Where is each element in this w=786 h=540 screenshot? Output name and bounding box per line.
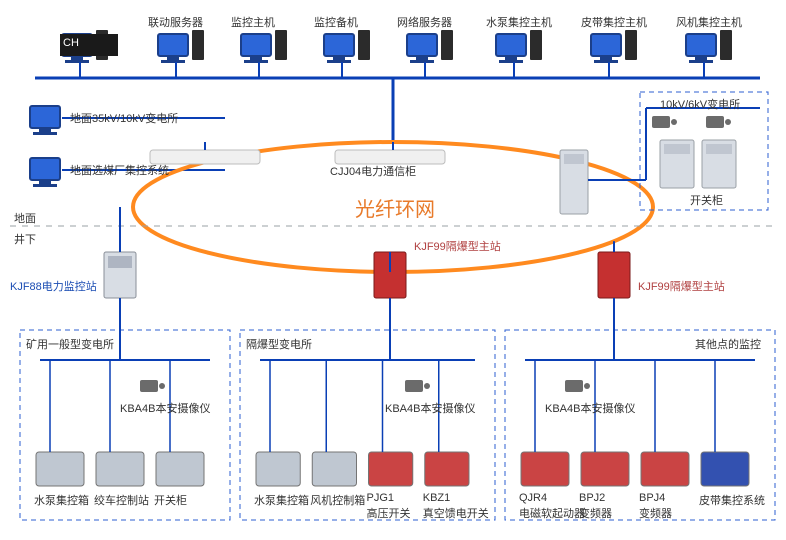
station-0: KJF88电力监控站 <box>10 278 97 294</box>
item-1-1-0: 风机控制箱 <box>310 492 365 508</box>
item-1-2-0: PJG1 <box>367 492 395 504</box>
item-2-2-0: BPJ4 <box>639 492 665 504</box>
item-0-0-0: 水泵集控箱 <box>34 492 89 508</box>
top-host-5: 水泵集控主机 <box>486 14 552 30</box>
area-surface: 地面 <box>14 210 36 226</box>
left-host-0: 地面35kV/10kV变电所 <box>70 110 178 126</box>
camera-lbl-1: KBA4B本安摄像仪 <box>385 400 475 416</box>
station-1: KJF99隔爆型主站 <box>414 238 501 254</box>
item-1-2-1: 高压开关 <box>367 505 411 521</box>
group-title-0: 矿用一般型变电所 <box>26 336 114 352</box>
item-1-0-0: 水泵集控箱 <box>254 492 309 508</box>
right-sub-cabinet: 开关柜 <box>690 192 723 208</box>
camera-lbl-0: KBA4B本安摄像仪 <box>120 400 210 416</box>
badge-ch: CH <box>63 37 79 49</box>
top-host-6: 皮带集控主机 <box>581 14 647 30</box>
top-host-4: 网络服务器 <box>397 14 452 30</box>
item-2-1-0: BPJ2 <box>579 492 605 504</box>
area-underground: 井下 <box>14 231 36 247</box>
comm-cabinet-label: CJJ04电力通信柜 <box>330 163 416 179</box>
item-2-3-0: 皮带集控系统 <box>699 492 765 508</box>
top-host-2: 监控主机 <box>231 14 275 30</box>
item-0-2-0: 开关柜 <box>154 492 187 508</box>
top-host-3: 监控备机 <box>314 14 358 30</box>
item-1-3-1: 真空馈电开关 <box>423 505 489 521</box>
ring-label: 光纤环网 <box>355 193 435 222</box>
right-sub-title: 10kV/6kV变电所 <box>660 96 740 112</box>
top-host-7: 风机集控主机 <box>676 14 742 30</box>
left-host-1: 地面选煤厂集控系统 <box>70 162 169 178</box>
top-host-1: 联动服务器 <box>148 14 203 30</box>
diagram-canvas <box>0 0 786 540</box>
group-title-1: 隔爆型变电所 <box>246 336 312 352</box>
group-title-2: 其他点的监控 <box>695 336 761 352</box>
item-2-0-1: 电磁软起动器 <box>519 505 585 521</box>
item-0-1-0: 绞车控制站 <box>94 492 149 508</box>
item-2-2-1: 变频器 <box>639 505 672 521</box>
item-2-0-0: QJR4 <box>519 492 547 504</box>
item-2-1-1: 变频器 <box>579 505 612 521</box>
camera-lbl-2: KBA4B本安摄像仪 <box>545 400 635 416</box>
station-2: KJF99隔爆型主站 <box>638 278 725 294</box>
item-1-3-0: KBZ1 <box>423 492 451 504</box>
